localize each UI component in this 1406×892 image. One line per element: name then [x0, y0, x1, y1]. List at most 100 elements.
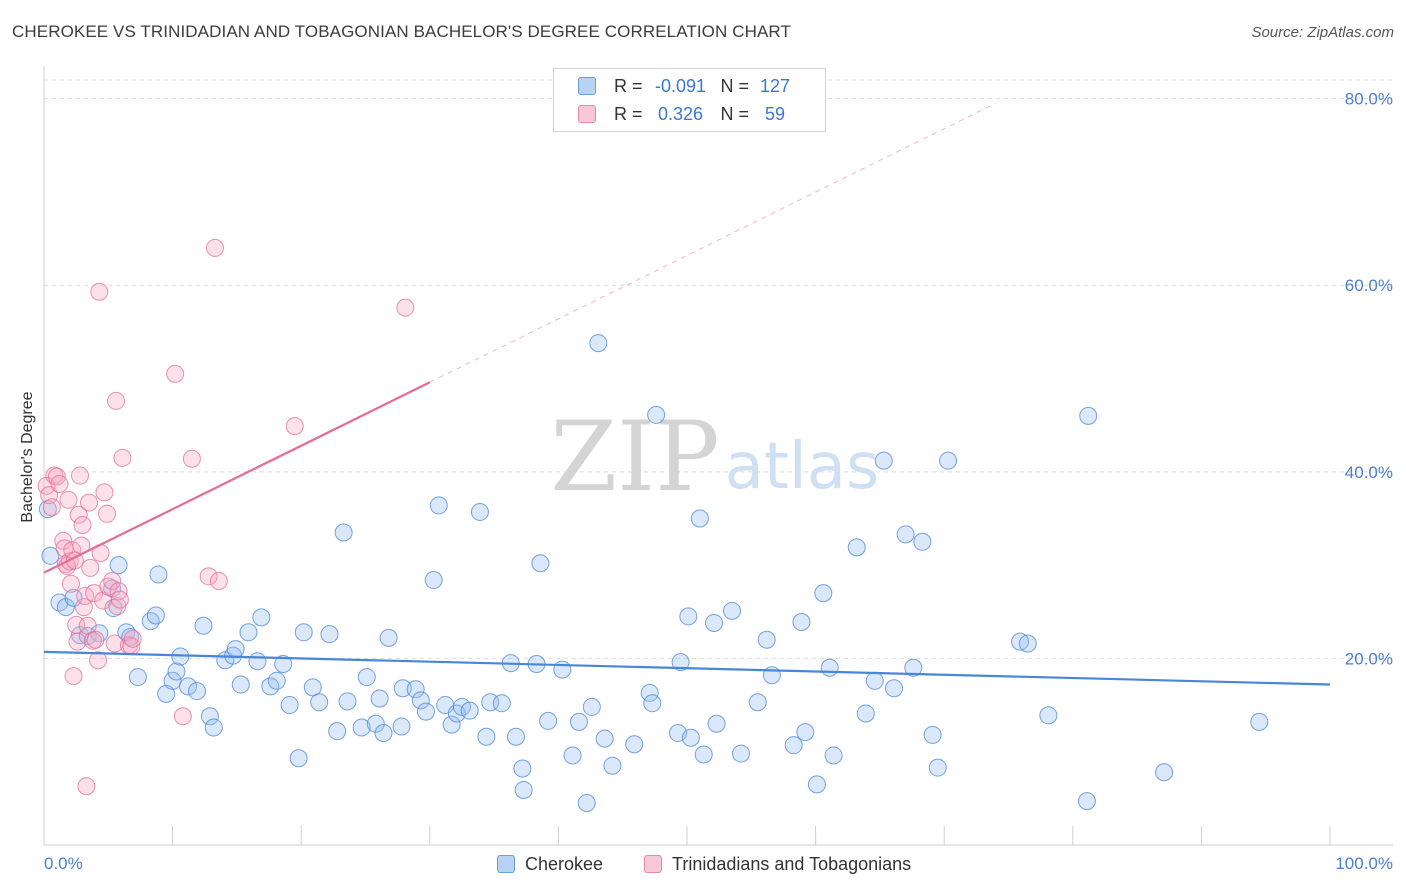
point-s0-25: [204, 718, 223, 737]
series-0-points: [38, 334, 1269, 813]
point-s0-62: [460, 701, 479, 720]
point-s0-112: [904, 658, 923, 677]
point-s0-121: [1079, 406, 1098, 425]
trend-lines: [43, 102, 1331, 686]
watermark: ZIP atlas: [550, 401, 879, 513]
point-s0-120: [1077, 792, 1096, 811]
point-s0-118: [1018, 634, 1037, 653]
point-s0-79: [589, 334, 608, 353]
point-s0-100: [792, 613, 811, 632]
point-s0-122: [1155, 763, 1174, 782]
tick-labels: 20.0% 40.0% 60.0% 80.0% 0.0% 100.0%: [44, 90, 1393, 873]
point-s0-101: [796, 723, 815, 742]
point-s0-22: [188, 682, 207, 701]
point-s0-47: [366, 714, 385, 733]
series-swatch-trinidadian: [644, 855, 662, 873]
legend-n-value-cherokee: 127: [760, 75, 791, 96]
point-s0-34: [267, 671, 286, 690]
series-legend-cherokee: Cherokee: [497, 852, 603, 876]
point-s0-97: [757, 630, 776, 649]
point-s0-57: [429, 496, 448, 515]
point-s0-93: [707, 714, 726, 733]
point-s0-28: [226, 640, 245, 659]
point-s1-47: [123, 629, 142, 648]
series-label-trinidadian: Trinidadians and Tobagonians: [672, 853, 912, 874]
point-s0-1: [41, 546, 60, 565]
point-s0-119: [1039, 706, 1058, 725]
legend-swatch-cherokee: [578, 77, 596, 95]
point-s0-70: [514, 780, 533, 799]
point-s1-24: [77, 777, 96, 796]
point-s0-2: [50, 593, 69, 612]
point-s0-55: [416, 702, 435, 721]
point-s1-26: [80, 493, 99, 512]
trend-extension-s1: [429, 102, 996, 383]
point-s0-72: [531, 554, 550, 573]
point-s0-81: [603, 756, 622, 775]
y-tick-label-40: 40.0%: [1345, 463, 1393, 482]
point-s0-31: [248, 652, 267, 671]
point-s0-77: [577, 794, 596, 813]
legend-r-value-trinidadian: 0.326: [657, 103, 704, 124]
point-s0-50: [379, 628, 398, 647]
point-s0-69: [513, 759, 532, 778]
point-s0-84: [643, 694, 662, 713]
legend-swatch-trinidadian: [578, 105, 596, 123]
point-s0-38: [294, 623, 313, 642]
point-s0-14: [141, 612, 160, 631]
x-tick-label-min: 0.0%: [44, 854, 83, 873]
series-swatch-cherokee: [497, 855, 515, 873]
point-s0-53: [406, 680, 425, 699]
point-s0-41: [320, 625, 339, 644]
point-s0-85: [647, 405, 666, 424]
point-s0-109: [874, 451, 893, 470]
point-s1-10: [59, 490, 78, 509]
point-s0-94: [723, 601, 742, 620]
point-s0-66: [492, 694, 511, 713]
point-s0-59: [442, 715, 461, 734]
point-s0-23: [194, 616, 213, 635]
point-s1-48: [166, 364, 185, 383]
point-s0-113: [913, 532, 932, 551]
point-s0-117: [1011, 632, 1030, 651]
point-s0-78: [582, 697, 601, 716]
point-s0-45: [352, 718, 371, 737]
point-s1-4: [47, 467, 66, 486]
point-s0-52: [393, 679, 412, 698]
point-s1-17: [68, 632, 87, 651]
point-s1-50: [182, 449, 201, 468]
point-s0-106: [847, 538, 866, 557]
point-s0-36: [280, 696, 299, 715]
point-s1-19: [71, 466, 90, 485]
point-s1-51: [199, 567, 218, 586]
point-s1-31: [89, 651, 108, 670]
point-s0-87: [671, 653, 690, 672]
point-s0-102: [807, 775, 826, 794]
point-s1-55: [396, 298, 415, 317]
point-s0-64: [477, 727, 496, 746]
point-s0-17: [157, 684, 176, 703]
point-s0-74: [553, 660, 572, 679]
point-s0-32: [252, 608, 271, 627]
point-s1-27: [81, 558, 100, 577]
point-s0-35: [274, 655, 293, 674]
legend-r-value-cherokee: -0.091: [654, 75, 707, 96]
point-s0-30: [239, 623, 258, 642]
point-s0-91: [694, 745, 713, 764]
watermark-atlas: atlas: [725, 430, 880, 504]
point-s1-21: [73, 516, 92, 535]
point-s0-111: [896, 525, 915, 544]
point-s0-103: [814, 584, 833, 603]
point-s0-46: [357, 668, 376, 687]
point-s0-15: [146, 606, 165, 625]
legend-r-label: R =: [614, 75, 643, 96]
point-s1-49: [173, 707, 192, 726]
chart-title: CHEROKEE VS TRINIDADIAN AND TOBAGONIAN B…: [12, 22, 791, 41]
point-s0-63: [470, 502, 489, 521]
point-s0-37: [289, 749, 308, 768]
point-s0-3: [56, 598, 75, 617]
trend-line-s1: [43, 381, 431, 574]
legend-r-label: R =: [614, 103, 643, 124]
correlation-legend: R = -0.091 N = 127 R = 0.326 N = 59: [553, 68, 826, 132]
axes: [43, 66, 1393, 846]
